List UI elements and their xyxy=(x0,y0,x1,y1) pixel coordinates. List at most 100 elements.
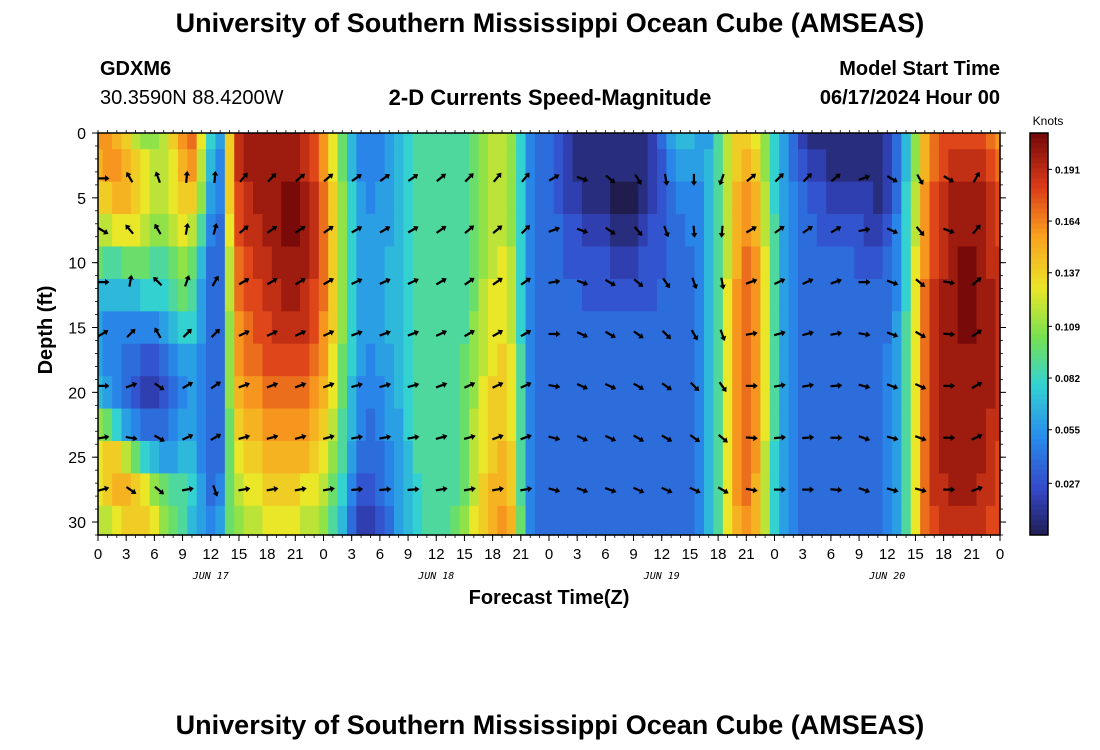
heatmap-cell xyxy=(290,214,301,248)
current-vector-arrow xyxy=(971,329,982,338)
current-vector-arrow xyxy=(463,329,475,338)
heatmap-cell xyxy=(112,473,123,507)
x-tick-label: 12 xyxy=(653,546,670,563)
heatmap-cell xyxy=(478,246,489,280)
heatmap-cell xyxy=(346,408,357,442)
heatmap-cell xyxy=(478,343,489,377)
heatmap-cell xyxy=(948,311,959,345)
heatmap-cell xyxy=(159,181,170,215)
heatmap-cell xyxy=(168,149,179,183)
heatmap-cell xyxy=(657,246,668,280)
current-vector-arrow xyxy=(379,434,392,441)
colorbar-swatch xyxy=(1030,293,1048,300)
current-vector-arrow xyxy=(379,277,391,286)
heatmap-cell xyxy=(675,181,686,215)
heatmap-cell xyxy=(206,181,217,215)
heatmap-cell xyxy=(647,214,658,248)
y-tick-label: 30 xyxy=(68,515,86,532)
heatmap-cell xyxy=(581,181,592,215)
current-vector-arrow xyxy=(886,331,899,339)
heatmap-cell xyxy=(159,278,170,312)
heatmap-cell xyxy=(271,505,282,536)
heatmap-cell xyxy=(337,343,348,377)
current-vector-arrow xyxy=(323,277,334,286)
heatmap-cell xyxy=(694,440,705,475)
heatmap-cell xyxy=(487,408,498,442)
heatmap-cell xyxy=(159,376,170,410)
heatmap-cell xyxy=(346,343,357,377)
heatmap-cell xyxy=(506,181,517,215)
heatmap-cell xyxy=(516,133,527,150)
heatmap-cell xyxy=(638,505,649,536)
heatmap-cell xyxy=(929,311,940,345)
heatmap-cell xyxy=(262,376,273,410)
heatmap-cell xyxy=(732,376,743,410)
heatmap-cell xyxy=(797,343,808,377)
current-vector-arrow xyxy=(323,173,334,183)
heatmap-cell xyxy=(534,133,545,150)
heatmap-cell xyxy=(891,246,902,280)
current-vector-arrow xyxy=(294,277,306,286)
station-name: GDXM6 xyxy=(100,58,172,80)
heatmap-cell xyxy=(497,408,508,442)
heatmap-cell xyxy=(130,343,141,377)
heatmap-cell xyxy=(553,181,564,215)
heatmap-cell xyxy=(497,343,508,377)
heatmap-cell xyxy=(149,214,160,248)
heatmap-cell xyxy=(938,181,949,215)
heatmap-cell xyxy=(384,181,395,215)
heatmap-cell xyxy=(516,505,527,536)
current-vector-arrow xyxy=(774,173,784,183)
current-vector-arrow xyxy=(691,225,698,238)
heatmap-cell xyxy=(121,343,132,377)
current-vector-arrow xyxy=(773,330,786,337)
heatmap-cell xyxy=(920,408,931,442)
current-vector-arrow xyxy=(943,382,956,390)
heatmap-cell xyxy=(506,473,517,507)
heatmap-cell xyxy=(253,505,264,536)
x-tick-label: 9 xyxy=(178,546,186,563)
heatmap-cell xyxy=(98,311,104,345)
current-vector-arrow xyxy=(633,486,645,494)
heatmap-cell xyxy=(121,473,132,507)
heatmap-cell xyxy=(638,376,649,410)
heatmap-cell xyxy=(685,133,696,150)
current-vector-arrow xyxy=(548,383,561,390)
heatmap-cell xyxy=(450,505,461,536)
heatmap-cell xyxy=(300,133,311,150)
heatmap-cell xyxy=(365,376,376,410)
heatmap-cell xyxy=(779,343,790,377)
heatmap-cell xyxy=(807,343,818,377)
current-vector-arrow xyxy=(492,172,502,183)
heatmap-cell xyxy=(534,343,545,377)
current-vector-arrow xyxy=(351,174,362,182)
heatmap-cell xyxy=(121,246,132,280)
heatmap-cell xyxy=(826,505,837,536)
heatmap-cell xyxy=(224,408,235,442)
heatmap-cell xyxy=(224,246,235,280)
heatmap-cell xyxy=(553,311,564,345)
colorbar-swatch xyxy=(1030,303,1048,310)
heatmap-cell xyxy=(243,278,254,312)
heatmap-cell xyxy=(769,278,780,312)
colorbar-swatch xyxy=(1030,399,1048,405)
heatmap-cell xyxy=(788,311,799,345)
heatmap-cell xyxy=(534,246,545,280)
heatmap-cell xyxy=(102,133,113,150)
colorbar-swatch xyxy=(1030,494,1048,501)
heatmap-cell xyxy=(788,149,799,183)
heatmap-cell xyxy=(722,278,733,312)
colorbar-swatch xyxy=(1030,233,1048,240)
heatmap-cell xyxy=(572,278,583,312)
heatmap-cell xyxy=(694,473,705,507)
heatmap-cell xyxy=(177,214,188,248)
heatmap-cell xyxy=(459,408,470,442)
current-vector-arrow xyxy=(463,433,476,441)
heatmap-cell xyxy=(572,311,583,345)
heatmap-cell xyxy=(328,311,339,345)
heatmap-cell xyxy=(854,440,865,475)
heatmap-cell xyxy=(957,311,968,345)
heatmap-cell xyxy=(882,278,893,312)
heatmap-cell xyxy=(995,505,1001,536)
heatmap-cell xyxy=(281,246,292,280)
